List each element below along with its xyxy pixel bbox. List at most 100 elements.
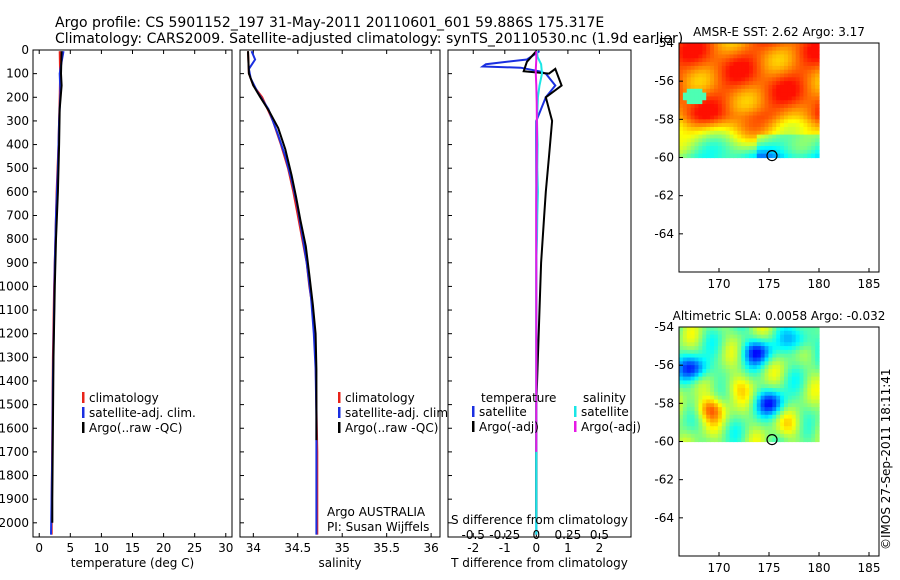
sla_map-heatmap-cell: [752, 384, 758, 389]
sla_map-heatmap-cell: [776, 357, 781, 362]
sst_map-heatmap-cell: [721, 81, 727, 86]
sla_map-heatmap-cell: [752, 410, 758, 416]
sst_map-heatmap-cell: [679, 84, 684, 90]
sst_map-heatmap-cell: [811, 134, 816, 140]
sst_map-heatmap-cell: [787, 130, 793, 136]
sst_map-heatmap-cell: [799, 153, 805, 159]
sst_map-heatmap-cell: [679, 69, 684, 75]
sla_map-heatmap-cell: [795, 349, 801, 355]
sst_map-heatmap-cell: [768, 92, 773, 98]
sla_map-heatmap-cell: [710, 361, 715, 366]
sst_map-heatmap-cell: [787, 107, 793, 113]
sst_map-heatmap-cell: [706, 77, 711, 82]
difference-xtick-label: -1: [499, 541, 511, 555]
temperature-ytick-label: 1100: [0, 303, 29, 317]
sla_map-heatmap-cell: [791, 353, 797, 359]
sst_map-heatmap-cell: [776, 134, 781, 140]
sst_map-heatmap-cell: [752, 43, 758, 48]
sla_map-heatmap-cell: [706, 342, 711, 347]
sst_map-heatmap-cell: [780, 54, 785, 59]
sst_map-heatmap-cell: [784, 46, 789, 52]
temperature-ytick-label: 1300: [0, 350, 29, 364]
sst_map-heatmap-cell: [729, 146, 735, 151]
sst_map-heatmap-cell: [682, 84, 688, 90]
sla_map-heatmap-cell: [752, 327, 758, 332]
sla_map-heatmap-cell: [780, 422, 785, 427]
sst_map-heatmap-cell: [729, 126, 735, 132]
sla_map-heatmap-cell: [686, 346, 692, 351]
sst_map-heatmap-cell: [698, 73, 703, 78]
sla_map-heatmap-cell: [706, 388, 711, 393]
sst_map-heatmap-cell: [698, 126, 703, 132]
sla_map-heatmap-cell: [698, 330, 703, 336]
sst_map-heatmap-cell: [710, 123, 715, 128]
sla_map-heatmap-cell: [787, 384, 793, 389]
sla_map-heatmap-cell: [815, 410, 820, 416]
sst_map-heatmap-cell: [807, 65, 812, 71]
sla_map-heatmap-cell: [698, 426, 703, 431]
sst_map-heatmap-cell: [776, 73, 781, 78]
sst_map-heatmap-cell: [803, 50, 808, 56]
sst_map-heatmap-cell: [702, 77, 707, 82]
sst_map-heatmap-cell: [803, 107, 808, 113]
sla_map-heatmap-cell: [791, 342, 797, 347]
sla_map-heatmap-cell: [795, 407, 801, 412]
sst_map-heatmap-cell: [787, 88, 793, 94]
sla_map-heatmap-cell: [717, 357, 723, 362]
sst_map-ytick-label: -58: [654, 112, 674, 126]
sst_map-heatmap-cell: [756, 54, 762, 59]
sst_map-heatmap-cell: [733, 138, 738, 143]
sla_map-heatmap-cell: [710, 338, 715, 343]
sla_map-heatmap-cell: [760, 338, 766, 343]
sst_map-heatmap-cell: [733, 54, 738, 59]
sst_map-heatmap-cell: [702, 92, 707, 98]
sst_map-heatmap-cell: [791, 100, 797, 105]
sla_map-heatmap-cell: [764, 403, 770, 408]
sla_map-heatmap-cell: [706, 334, 711, 340]
sla_map-heatmap-cell: [764, 380, 770, 385]
sla_map-heatmap-cell: [725, 338, 731, 343]
sst_map-heatmap-cell: [780, 111, 785, 117]
sla_map-heatmap-cell: [694, 357, 700, 362]
sst_map-heatmap-cell: [787, 84, 793, 90]
sla_map-heatmap-cell: [791, 376, 797, 382]
sst_map-heatmap-cell: [745, 123, 750, 128]
sst_map-heatmap-cell: [702, 123, 707, 128]
sla_map-heatmap-cell: [706, 346, 711, 351]
sla_map-heatmap-cell: [764, 422, 770, 427]
sla_map-heatmap-cell: [702, 327, 707, 332]
sla_map-heatmap-cell: [780, 418, 785, 424]
sla_map-heatmap-cell: [756, 376, 762, 382]
sst_map-heatmap-cell: [815, 100, 820, 105]
sla_map-heatmap-cell: [752, 430, 758, 435]
sst_map-heatmap-cell: [725, 58, 731, 63]
sla_map-heatmap-cell: [803, 426, 808, 431]
difference-legend-label: Argo(-adj): [479, 420, 539, 434]
sst_map-heatmap-cell: [787, 50, 793, 56]
sla_map-heatmap-cell: [714, 391, 719, 397]
sla_map-heatmap-cell: [811, 361, 816, 366]
temperature-legend-label: climatology: [89, 391, 159, 405]
sla_map-heatmap-cell: [799, 388, 805, 393]
sst_map-heatmap-cell: [733, 134, 738, 140]
sst_map-heatmap-cell: [803, 149, 808, 155]
sst_map-heatmap-cell: [756, 84, 762, 90]
sst_map-heatmap-cell: [803, 77, 808, 82]
sla_map-heatmap-cell: [721, 410, 727, 416]
sst_map-heatmap-cell: [807, 134, 812, 140]
sst_map-heatmap-cell: [702, 69, 707, 75]
sla_map-heatmap-cell: [756, 349, 762, 355]
sla_map-heatmap-cell: [776, 403, 781, 408]
sst_map-heatmap-cell: [787, 153, 793, 159]
sst_map-heatmap-cell: [756, 126, 762, 132]
sla_map-heatmap-cell: [737, 403, 742, 408]
sst_map-heatmap-cell: [725, 107, 731, 113]
sst_map-heatmap-cell: [714, 104, 719, 109]
sla_map-heatmap-cell: [717, 407, 723, 412]
sst_map-heatmap-cell: [682, 119, 688, 124]
sla_map-heatmap-cell: [741, 346, 746, 351]
sla_map-heatmap-cell: [729, 418, 735, 424]
sla_map-heatmap-cell: [745, 327, 750, 332]
sst_map-heatmap-cell: [807, 62, 812, 67]
sst_map-heatmap-cell: [686, 50, 692, 56]
